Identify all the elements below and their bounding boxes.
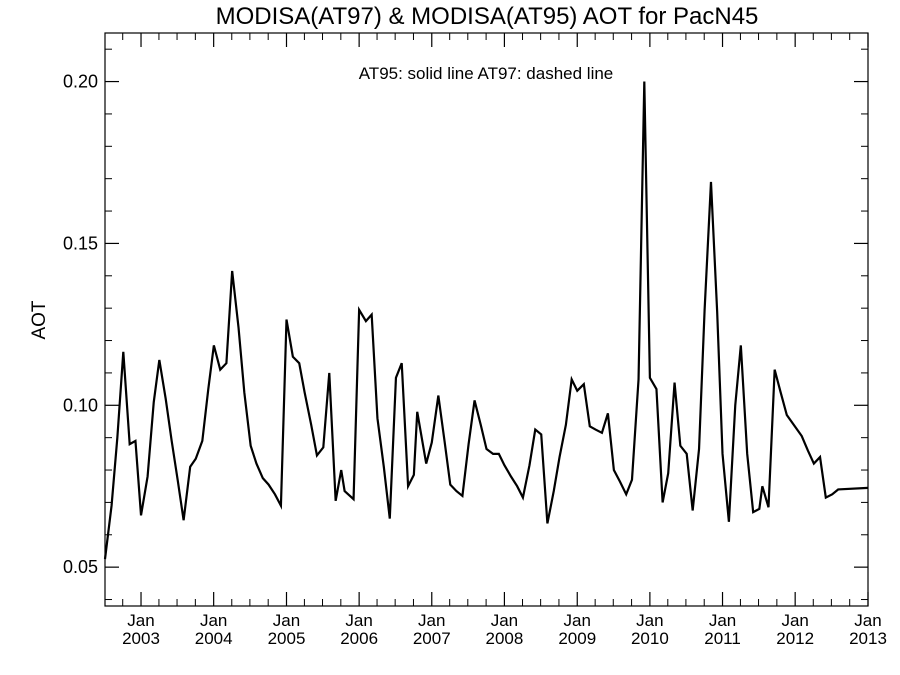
- series-group: [103, 81, 869, 560]
- x-tick-label-month: Jan: [854, 611, 881, 630]
- chart-title: MODISA(AT97) & MODISA(AT95) AOT for PacN…: [216, 3, 759, 30]
- y-axis-label: AOT: [29, 300, 50, 339]
- x-tick-label-year: 2003: [122, 629, 160, 648]
- x-tick-label-month: Jan: [636, 611, 663, 630]
- x-tick-label-month: Jan: [127, 611, 154, 630]
- line-style-annotation: AT95: solid line AT97: dashed line: [359, 64, 614, 83]
- y-tick-label: 0.15: [63, 233, 98, 253]
- x-tick-label-year: 2008: [485, 629, 523, 648]
- x-tick-label-month: Jan: [345, 611, 372, 630]
- y-tick-label: 0.20: [63, 72, 98, 92]
- x-tick-label-year: 2011: [704, 629, 741, 648]
- x-tick-label-month: Jan: [781, 611, 808, 630]
- series-line-solid: [103, 81, 869, 560]
- x-tick-label-year: 2006: [340, 629, 378, 648]
- x-tick-label-year: 2012: [776, 629, 814, 648]
- axis-tick-labels: 0.050.100.150.20Jan2003Jan2004Jan2005Jan…: [63, 72, 887, 648]
- x-tick-label-year: 2010: [631, 629, 669, 648]
- x-tick-label-month: Jan: [709, 611, 736, 630]
- plot-frame: [104, 32, 869, 607]
- y-tick-label: 0.10: [63, 395, 98, 415]
- x-tick-label-month: Jan: [200, 611, 227, 630]
- x-tick-label-year: 2007: [413, 629, 451, 648]
- x-tick-label-month: Jan: [418, 611, 445, 630]
- x-tick-label-year: 2013: [849, 629, 887, 648]
- x-tick-label-year: 2004: [195, 629, 233, 648]
- axis-ticks: [105, 33, 869, 606]
- x-tick-label-month: Jan: [564, 611, 591, 630]
- y-tick-label: 0.05: [63, 557, 98, 577]
- x-tick-label-year: 2009: [558, 629, 596, 648]
- x-tick-label-month: Jan: [491, 611, 518, 630]
- x-tick-label-year: 2005: [268, 629, 306, 648]
- x-tick-label-month: Jan: [273, 611, 300, 630]
